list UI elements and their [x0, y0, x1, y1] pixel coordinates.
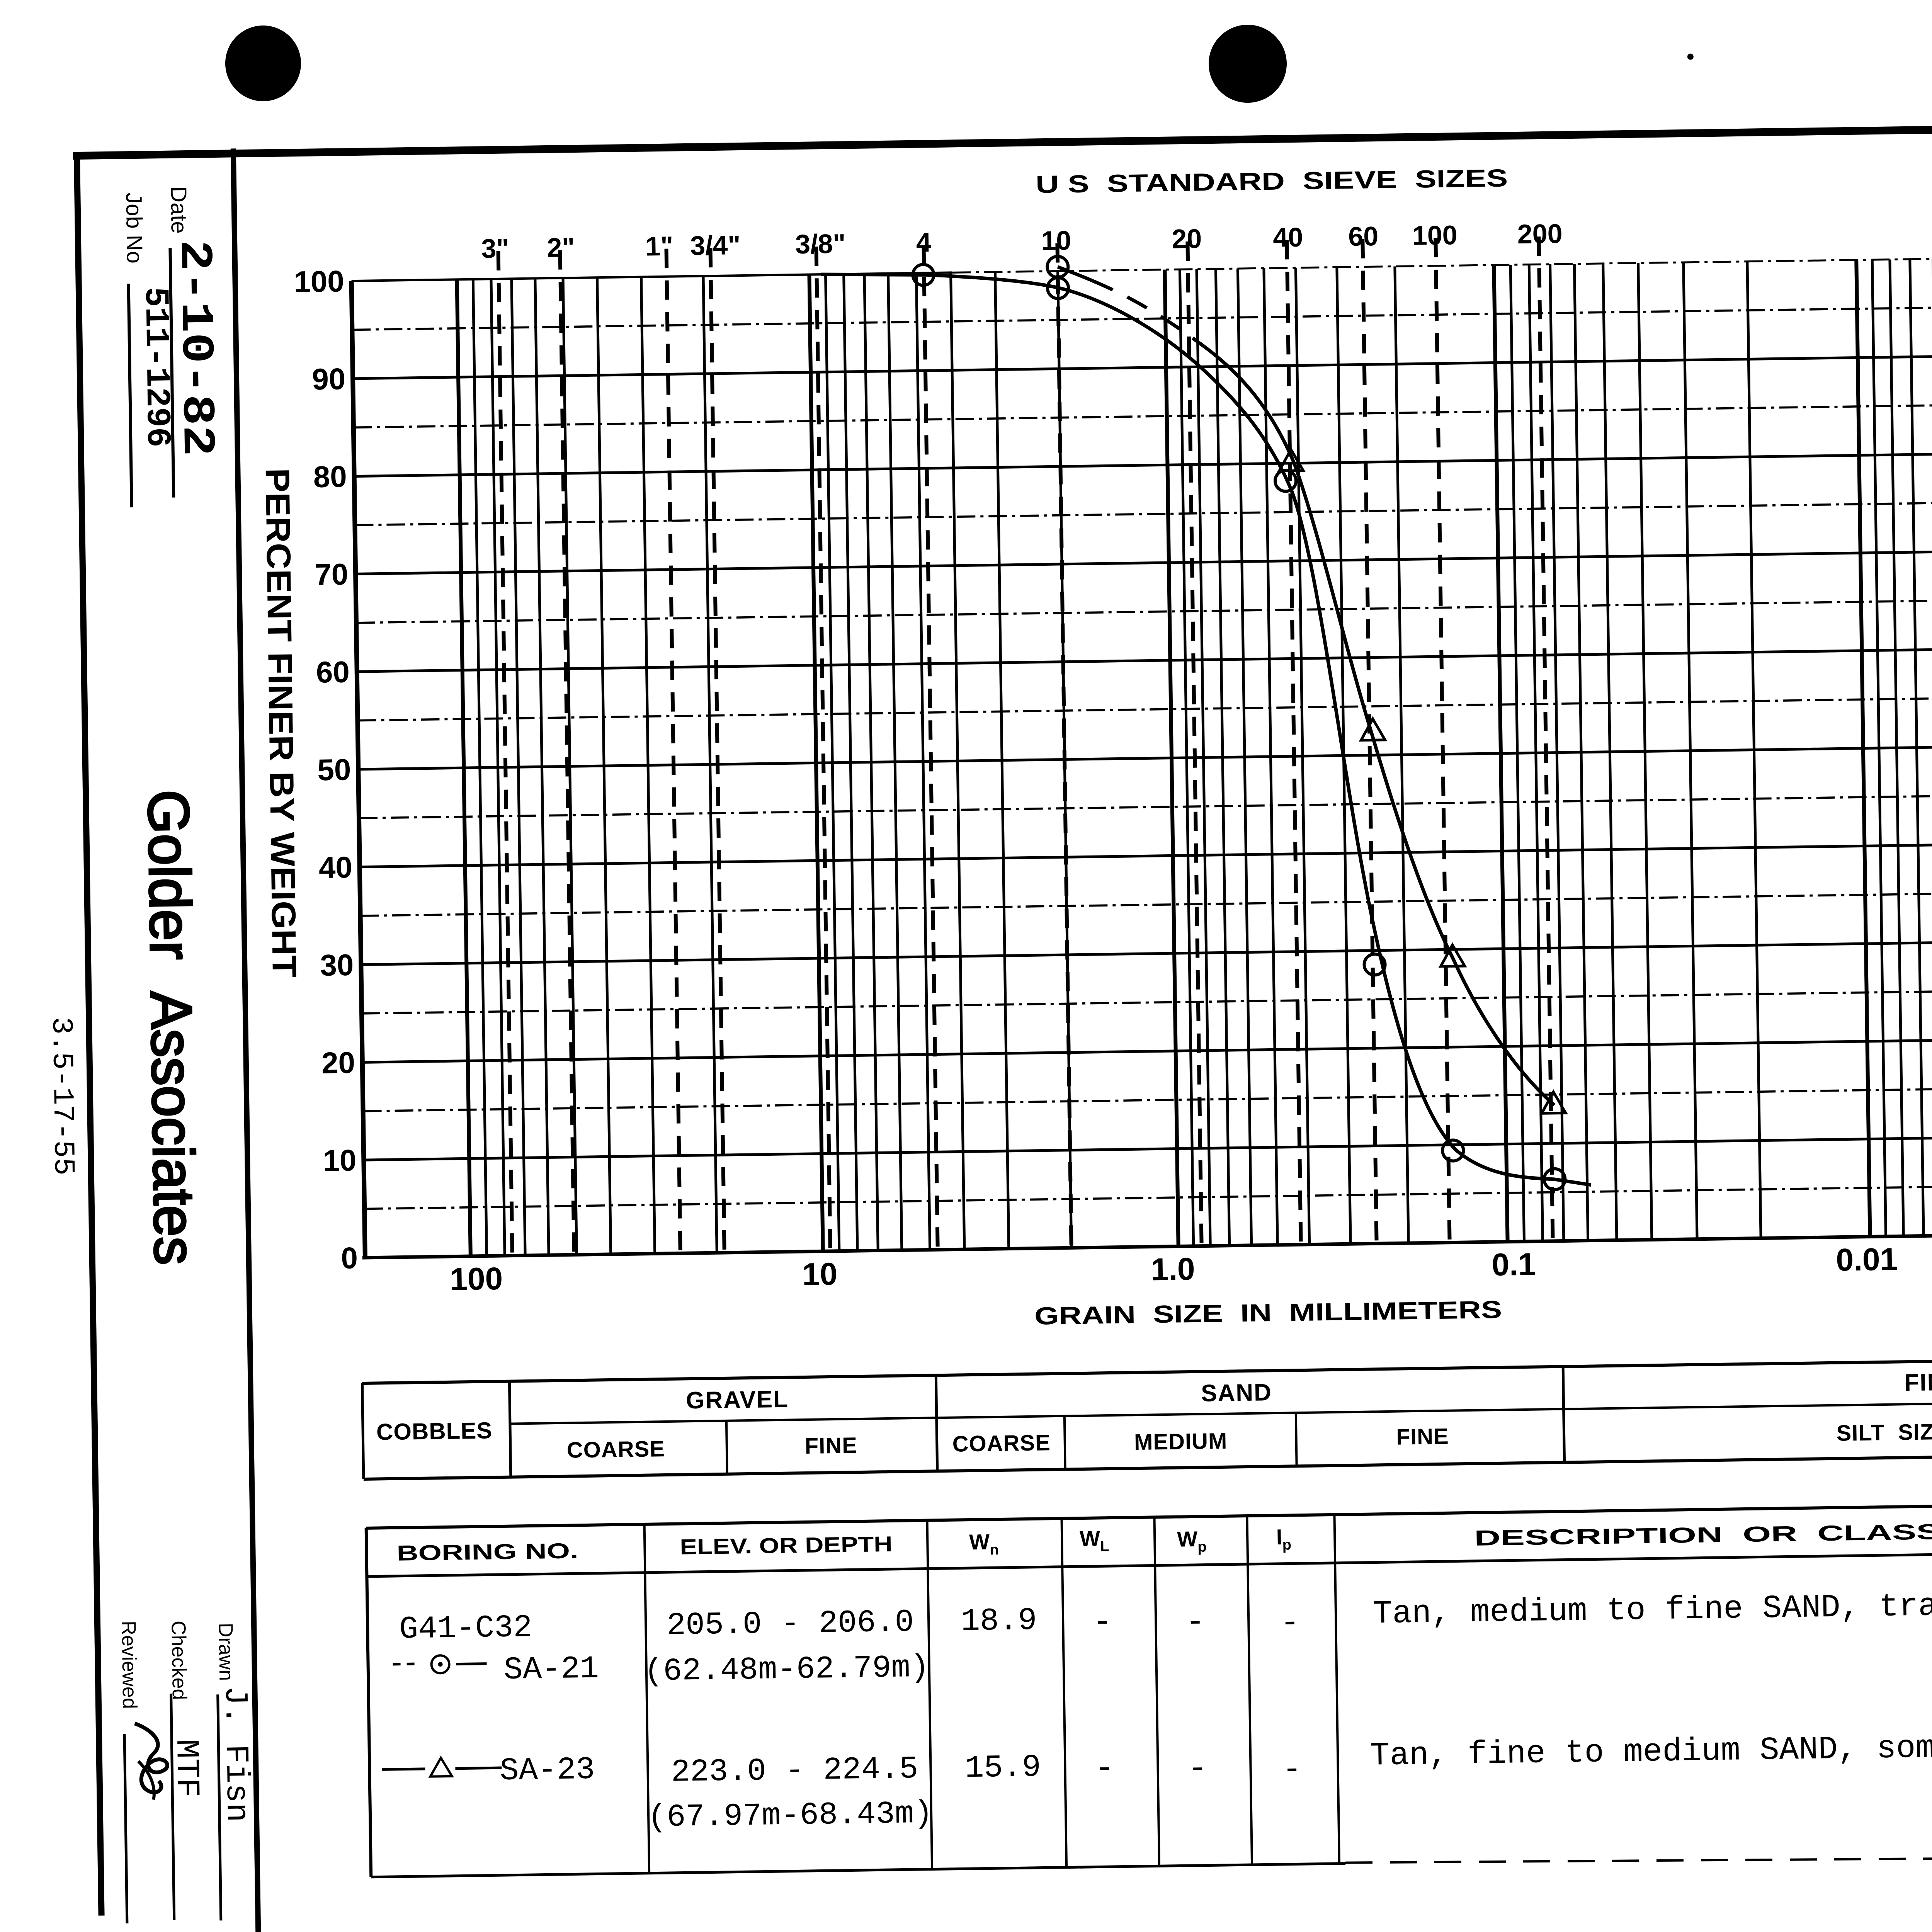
- svg-text:-: -: [1092, 1604, 1112, 1641]
- svg-text:0: 0: [341, 1241, 358, 1275]
- svg-text:SA-23: SA-23: [500, 1752, 595, 1789]
- svg-text:3/4": 3/4": [690, 230, 741, 261]
- svg-text:60: 60: [1348, 221, 1379, 252]
- svg-text:70: 70: [315, 557, 349, 592]
- svg-text:SAND: SAND: [1201, 1379, 1272, 1407]
- svg-text:3.5-17-55: 3.5-17-55: [44, 1017, 80, 1176]
- svg-text:COBBLES: COBBLES: [376, 1417, 493, 1445]
- svg-text:FINE: FINE: [804, 1433, 857, 1459]
- svg-text:PERCENT FINER BY WEIGHT: PERCENT FINER BY WEIGHT: [259, 468, 304, 978]
- svg-text:200: 200: [1517, 218, 1563, 249]
- svg-text:40: 40: [318, 850, 352, 884]
- svg-text:Reviewed: Reviewed: [117, 1621, 141, 1709]
- svg-text:60: 60: [316, 655, 350, 689]
- svg-text:SILT SIZES: SILT SIZES: [1836, 1419, 1932, 1446]
- svg-text:2-10-82: 2-10-82: [168, 240, 223, 457]
- svg-text:FINE: FINE: [1396, 1424, 1449, 1450]
- svg-text:30: 30: [320, 948, 354, 982]
- svg-text:MEDIUM: MEDIUM: [1134, 1429, 1228, 1455]
- svg-text:20: 20: [1172, 223, 1202, 254]
- svg-text:Checked: Checked: [167, 1621, 190, 1700]
- svg-text:Golder Associates: Golder Associates: [136, 789, 207, 1265]
- svg-text:511-1296: 511-1296: [136, 287, 176, 447]
- svg-text:J. Fisn: J. Fisn: [216, 1686, 255, 1823]
- svg-text:SA-21: SA-21: [503, 1651, 599, 1688]
- svg-text:Date: Date: [166, 186, 192, 234]
- svg-text:GRAVEL: GRAVEL: [686, 1386, 789, 1414]
- svg-text:COARSE: COARSE: [952, 1430, 1051, 1457]
- svg-text:ELEV. OR DEPTH: ELEV. OR DEPTH: [680, 1532, 893, 1559]
- svg-text:80: 80: [313, 459, 347, 494]
- svg-text:MTF: MTF: [167, 1739, 205, 1798]
- svg-text:90: 90: [312, 362, 346, 396]
- svg-text:3/8": 3/8": [795, 228, 846, 259]
- svg-text:15.9: 15.9: [964, 1750, 1041, 1787]
- svg-text:3": 3": [481, 233, 509, 264]
- svg-text:10: 10: [802, 1257, 837, 1292]
- svg-text:GRAIN SIZE IN MILLIMETERS: GRAIN SIZE IN MILLIMETERS: [1034, 1296, 1502, 1330]
- svg-text:40: 40: [1273, 222, 1303, 253]
- svg-text:100: 100: [294, 264, 344, 299]
- svg-text:1.0: 1.0: [1151, 1252, 1195, 1287]
- svg-text:0.01: 0.01: [1836, 1242, 1898, 1277]
- svg-text:(67.97m-68.43m): (67.97m-68.43m): [647, 1796, 933, 1835]
- svg-text:Drawn: Drawn: [214, 1622, 237, 1681]
- svg-text:COARSE: COARSE: [566, 1436, 665, 1463]
- svg-text:G41-C32: G41-C32: [399, 1610, 532, 1648]
- svg-text:Wp: Wp: [1177, 1527, 1207, 1556]
- svg-text:1": 1": [645, 231, 673, 261]
- svg-text:2": 2": [547, 232, 575, 263]
- svg-text:WL: WL: [1080, 1526, 1109, 1555]
- svg-text:-: -: [1185, 1604, 1205, 1641]
- svg-text:-: -: [1187, 1751, 1208, 1788]
- svg-text:BORING NO.: BORING NO.: [396, 1538, 578, 1565]
- svg-text:223.0 - 224.5: 223.0 - 224.5: [671, 1751, 918, 1791]
- svg-text:205.0 - 206.0: 205.0 - 206.0: [667, 1604, 914, 1644]
- svg-text:50: 50: [317, 752, 351, 787]
- svg-text:10: 10: [323, 1143, 357, 1177]
- svg-text:Job No: Job No: [121, 192, 147, 264]
- svg-text:FINES: FINES: [1904, 1369, 1932, 1396]
- svg-text:U S STANDARD SIEVE SIZES: U S STANDARD SIEVE SIZES: [1036, 164, 1508, 198]
- svg-text:100: 100: [450, 1261, 503, 1297]
- svg-text:20: 20: [321, 1046, 355, 1080]
- svg-text:-: -: [1095, 1750, 1115, 1787]
- svg-text:-: -: [1280, 1605, 1300, 1642]
- svg-text:100: 100: [1412, 220, 1458, 251]
- svg-text:(62.48m-62.79m): (62.48m-62.79m): [644, 1650, 929, 1690]
- svg-text:4: 4: [916, 227, 931, 258]
- svg-text:0.1: 0.1: [1492, 1247, 1536, 1283]
- svg-text:-: -: [1282, 1752, 1302, 1789]
- svg-text:18.9: 18.9: [961, 1603, 1037, 1640]
- svg-text:10: 10: [1041, 225, 1071, 256]
